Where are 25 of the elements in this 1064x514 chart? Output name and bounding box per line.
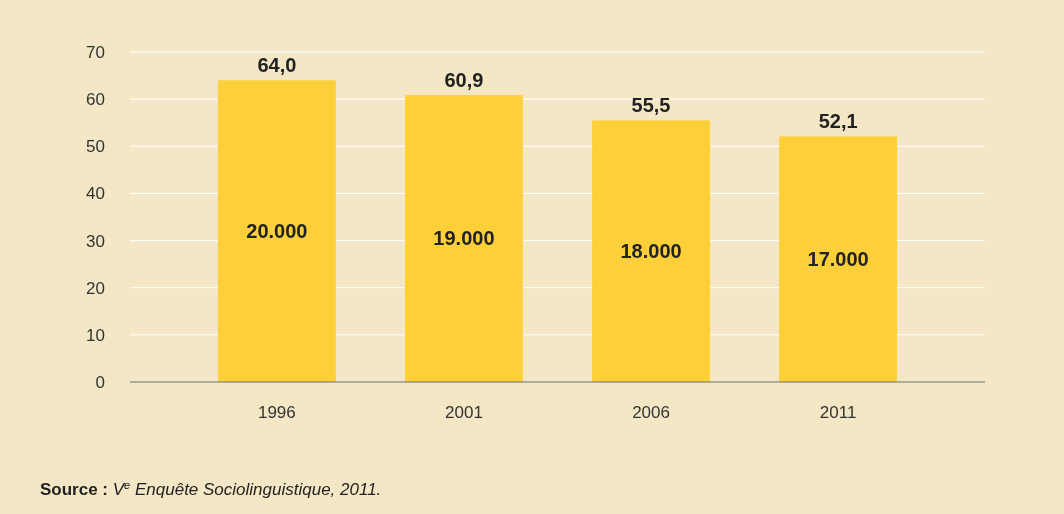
data-label: 55,5: [631, 94, 671, 117]
y-tick-label: 10: [86, 325, 105, 345]
data-label: 60,9: [444, 68, 484, 91]
data-label: 52,1: [818, 110, 858, 133]
annotation: 20.000: [246, 220, 308, 243]
bar: [217, 80, 336, 382]
data-label: 64,0: [257, 54, 297, 77]
x-tick-label: 1996: [257, 402, 296, 422]
annotation: 19.000: [433, 227, 495, 250]
y-tick-label: 60: [86, 90, 105, 110]
y-tick-label: 30: [86, 231, 105, 251]
y-tick-label: 0: [95, 372, 105, 392]
source-note: Source : V$^{e}$ Enquête Sociolinguistique, 2011.: [40, 479, 382, 499]
x-tick-label: 2011: [819, 402, 857, 422]
y-tick-label: 40: [86, 184, 105, 204]
annotation: 17.000: [807, 248, 869, 271]
x-tick-label: 2001: [445, 402, 483, 422]
y-tick-label: 70: [86, 42, 105, 62]
y-tick-label: 50: [86, 137, 105, 157]
y-tick-label: 20: [86, 278, 105, 298]
bar: [592, 120, 710, 382]
x-tick-label: 2006: [632, 402, 670, 422]
bar: [405, 94, 523, 382]
annotation: 18.000: [620, 240, 682, 263]
bar: [779, 136, 898, 382]
